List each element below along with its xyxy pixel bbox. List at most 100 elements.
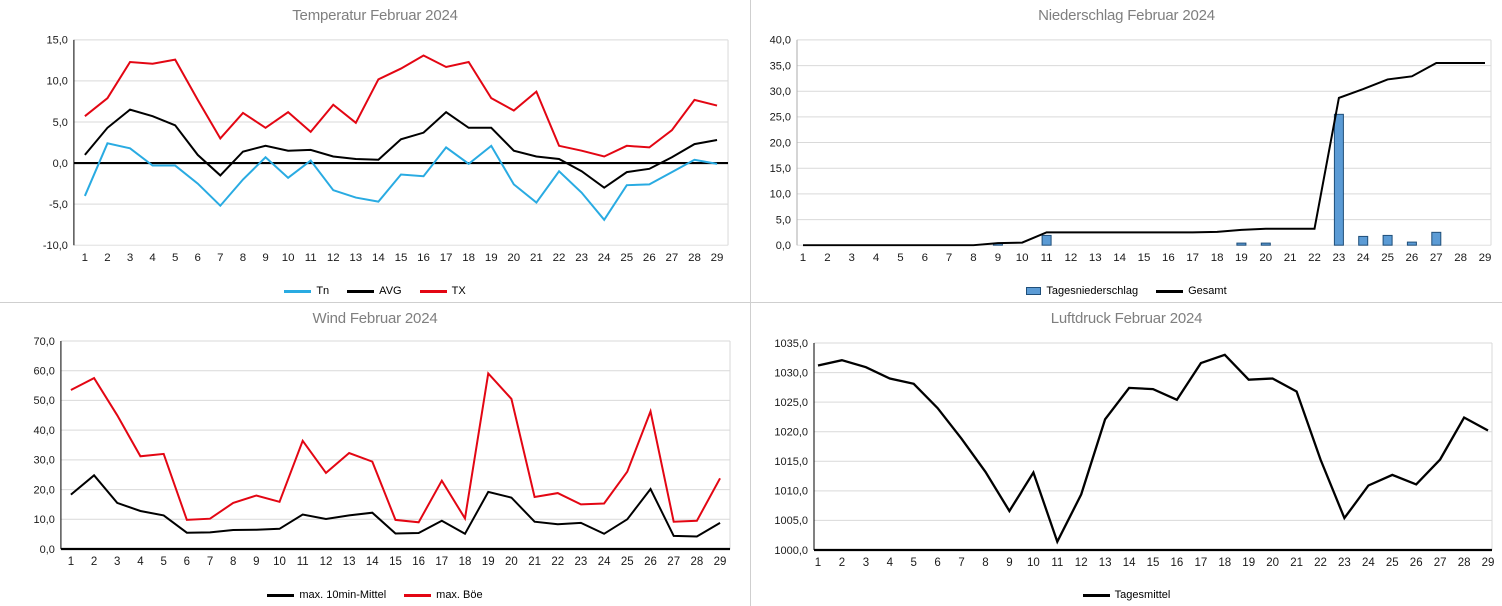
legend-niederschlag: Tagesniederschlag Gesamt — [751, 285, 1502, 297]
bar — [1041, 234, 1052, 246]
x-axis-tick-label: 28 — [1454, 252, 1467, 264]
chart-title-temperatur: Temperatur Februar 2024 — [292, 7, 458, 24]
x-axis-tick-label: 28 — [688, 252, 701, 264]
x-axis-tick-label: 15 — [1147, 557, 1160, 569]
x-axis-tick-label: 3 — [127, 252, 133, 264]
x-axis-tick-label: 2 — [824, 252, 830, 264]
x-axis-tick-label: 21 — [528, 556, 541, 568]
legend-label: AVG — [379, 285, 402, 297]
chart-title-wind: Wind Februar 2024 — [312, 310, 438, 327]
x-axis-tick-label: 15 — [1138, 252, 1151, 264]
y-axis-tick-label: 5,0 — [776, 214, 791, 226]
x-axis-tick-label: 21 — [1284, 252, 1297, 264]
panel-niederschlag: 40,0 35,0 30,0 25,0 20,0 15,0 10,0 5,0 0,0 1 2 3 4 5 6… — [751, 0, 1502, 303]
x-axis-tick-label: 15 — [389, 556, 402, 568]
y-axis-tick-label: 20,0 — [770, 137, 791, 149]
y-axis-tick-label: 1010,0 — [774, 486, 808, 498]
niederschlag-chart: 40,035,030,025,020,015,010,05,00,01 2 3 4 5 6… — [770, 35, 1492, 264]
y-axis-tick-label: -5,0 — [49, 199, 68, 211]
legend-item-max. Böe: max. Böe — [404, 589, 483, 601]
x-axis-tick-label: 19 — [482, 556, 495, 568]
x-axis-tick-label: 11 — [1041, 252, 1053, 264]
x-axis-tick-label: 26 — [644, 556, 657, 568]
legend-line-swatch-icon — [419, 289, 447, 293]
x-axis-tick-label: 5 — [897, 252, 903, 264]
y-axis-tick-label: -10,0 — [43, 240, 68, 252]
x-axis-tick-label: 13 — [1099, 557, 1112, 569]
bar-series-Tagesniederschlag — [992, 113, 1442, 246]
y-axis-tick-label: 15,0 — [770, 163, 791, 175]
x-axis-tick-label: 1 — [82, 252, 88, 264]
x-axis-tick-label: 8 — [970, 252, 976, 264]
x-axis-tick-label: 11 — [305, 252, 317, 264]
x-axis-tick-label: 20 — [1266, 557, 1279, 569]
y-axis-tick-label: 20,0 — [34, 484, 55, 496]
x-axis-tick-label: 7 — [217, 252, 223, 264]
x-axis-tick-label: 27 — [1434, 557, 1447, 569]
bar — [1431, 231, 1442, 246]
x-axis-tick-label: 23 — [1338, 557, 1351, 569]
y-axis-tick-label: 10,0 — [47, 76, 68, 88]
x-axis-tick-label: 1 — [800, 252, 806, 264]
legend-bar-swatch-icon — [1026, 287, 1042, 295]
x-axis-tick-label: 4 — [887, 557, 894, 569]
y-axis-tick-label: 0,0 — [53, 158, 68, 170]
x-axis-tick-label: 20 — [507, 252, 520, 264]
x-axis-tick-label: 7 — [207, 556, 213, 568]
series-line-TX — [84, 54, 718, 158]
x-axis-tick-label: 3 — [114, 556, 120, 568]
x-axis-tick-label: 6 — [195, 252, 201, 264]
y-axis-tick-label: 0,0 — [776, 240, 791, 252]
bar — [1260, 242, 1271, 246]
x-axis-tick-label: 5 — [160, 556, 166, 568]
x-axis-tick-label: 24 — [1362, 557, 1375, 569]
x-axis-tick-label: 7 — [958, 557, 964, 569]
x-axis-tick-label: 16 — [412, 556, 425, 568]
x-axis-tick-label: 8 — [982, 557, 988, 569]
x-axis-tick-label: 17 — [440, 252, 453, 264]
y-axis-tick-label: 30,0 — [34, 455, 55, 467]
x-axis-tick-label: 19 — [1242, 557, 1255, 569]
x-axis-tick-label: 22 — [1308, 252, 1321, 264]
y-axis-tick-label: 40,0 — [34, 425, 55, 437]
x-axis-tick-label: 11 — [1051, 557, 1063, 569]
x-axis-tick-label: 9 — [262, 252, 268, 264]
x-axis-tick-label: 2 — [91, 556, 97, 568]
legend-wind: max. 10min-Mittel max. Böe — [0, 589, 750, 601]
y-axis-tick-label: 35,0 — [770, 60, 791, 72]
x-axis-tick-label: 20 — [1259, 252, 1272, 264]
legend-item-Tn: Tn — [284, 285, 329, 297]
x-axis-tick-label: 22 — [553, 252, 566, 264]
x-axis-tick-label: 26 — [1410, 557, 1423, 569]
x-axis-tick-label: 29 — [1479, 252, 1492, 264]
x-axis-tick-label: 19 — [1235, 252, 1248, 264]
legend-item-Tagesmittel: Tagesmittel — [1082, 589, 1171, 601]
x-axis-tick-label: 26 — [643, 252, 656, 264]
legend-label: TX — [451, 285, 466, 297]
legend-temperatur: Tn AVG TX — [0, 285, 750, 297]
x-axis-tick-label: 14 — [1113, 252, 1126, 264]
series-line-max. Böe — [70, 371, 721, 524]
y-axis-tick-label: 10,0 — [34, 514, 55, 526]
legend-label: Tagesmittel — [1114, 589, 1171, 601]
x-axis-tick-label: 8 — [230, 556, 236, 568]
x-axis-tick-label: 8 — [240, 252, 246, 264]
x-axis-tick-label: 23 — [1333, 252, 1346, 264]
bar — [1333, 113, 1344, 246]
x-axis-tick-label: 25 — [1386, 557, 1399, 569]
x-axis-tick-label: 21 — [530, 252, 543, 264]
x-axis-tick-label: 4 — [149, 252, 156, 264]
x-axis-tick-label: 13 — [343, 556, 356, 568]
x-axis-tick-label: 29 — [711, 252, 724, 264]
x-axis-tick-label: 11 — [297, 556, 309, 568]
x-axis-tick-label: 13 — [349, 252, 362, 264]
bar — [1406, 241, 1417, 246]
x-axis-tick-label: 19 — [485, 252, 498, 264]
y-axis-tick-label: 1005,0 — [774, 515, 808, 527]
x-axis-tick-label: 27 — [1430, 252, 1443, 264]
x-axis-tick-label: 14 — [372, 252, 385, 264]
y-axis-tick-label: 15,0 — [47, 35, 68, 47]
series-line-Tn — [83, 142, 718, 222]
y-axis-tick-label: 40,0 — [770, 35, 791, 47]
y-axis-tick-label: 1000,0 — [774, 545, 808, 557]
